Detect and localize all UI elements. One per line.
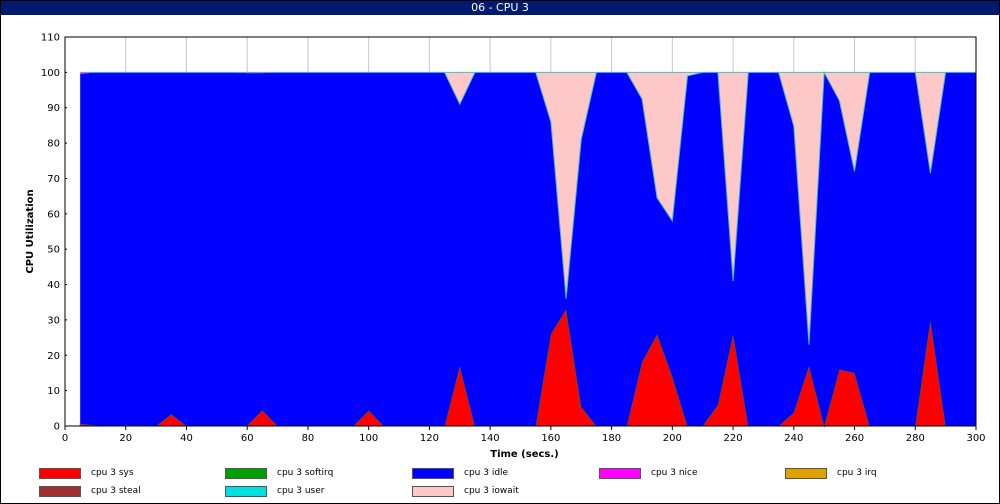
legend-swatch: [599, 468, 641, 479]
y-axis-label: CPU Utilization: [25, 189, 36, 273]
window-title: 06 - CPU 3: [1, 1, 999, 15]
x-tick-label: 120: [420, 433, 439, 444]
x-tick-label: 300: [966, 433, 985, 444]
legend-swatch: [39, 486, 81, 497]
x-tick-label: 20: [119, 433, 132, 444]
legend-label: cpu 3 sys: [91, 468, 134, 478]
legend-swatch: [39, 468, 81, 479]
plot-frame: [64, 36, 977, 427]
legend-swatch: [412, 486, 454, 497]
legend-label: cpu 3 iowait: [464, 486, 519, 496]
x-axis-label: Time (secs.): [490, 449, 559, 460]
legend-swatch: [225, 486, 267, 497]
x-tick-label: 140: [481, 433, 500, 444]
area-series-cpu-3-iowait: [80, 70, 976, 345]
chart-area: 0 10 20 30 40 50 60 70 80 90 100 110 0 20 40 60 80 100 120…: [1, 15, 999, 503]
legend-swatch: [785, 468, 827, 479]
legend-label: cpu 3 nice: [651, 468, 698, 478]
x-tick-label: 200: [663, 433, 682, 444]
x-tick-label: 220: [724, 433, 743, 444]
y-tick-label: 70: [47, 174, 60, 185]
cpu-utilization-chart: 0 10 20 30 40 50 60 70 80 90 100 110 0 20 40 60 80 100 120…: [25, 33, 986, 461]
y-tick-label: 20: [47, 351, 60, 362]
y-tick-label: 80: [47, 139, 60, 150]
x-tick-label: 60: [241, 433, 254, 444]
x-tick-label: 160: [541, 433, 560, 444]
y-tick-label: 10: [47, 386, 60, 397]
y-tick-label: 110: [41, 33, 60, 44]
x-tick-label: 0: [62, 433, 68, 444]
y-tick-label: 30: [47, 315, 60, 326]
area-series-cpu-3-idle: [80, 72, 976, 427]
legend-swatch: [412, 468, 454, 479]
legend-label: cpu 3 user: [277, 486, 325, 496]
y-tick-label: 50: [47, 245, 60, 256]
legend-swatch: [225, 468, 267, 479]
legend-label: cpu 3 softirq: [277, 468, 334, 478]
x-tick-label: 40: [180, 433, 193, 444]
legend-label: cpu 3 irq: [837, 468, 877, 478]
y-tick-label: 60: [47, 209, 60, 220]
x-tick-label: 240: [784, 433, 803, 444]
x-tick-label: 100: [359, 433, 378, 444]
y-tick-label: 100: [41, 68, 60, 79]
x-tick-label: 280: [906, 433, 925, 444]
legend-label: cpu 3 idle: [464, 468, 509, 478]
legend-label: cpu 3 steal: [91, 486, 141, 496]
y-tick-label: 0: [54, 422, 60, 433]
y-tick-label: 40: [47, 280, 60, 291]
x-tick-label: 180: [602, 433, 621, 444]
y-tick-label: 90: [47, 103, 60, 114]
x-tick-label: 80: [302, 433, 315, 444]
x-tick-label: 260: [845, 433, 864, 444]
chart-legend: cpu 3 sys cpu 3 softirq cpu 3 idle cpu 3 ni…: [1, 453, 999, 503]
